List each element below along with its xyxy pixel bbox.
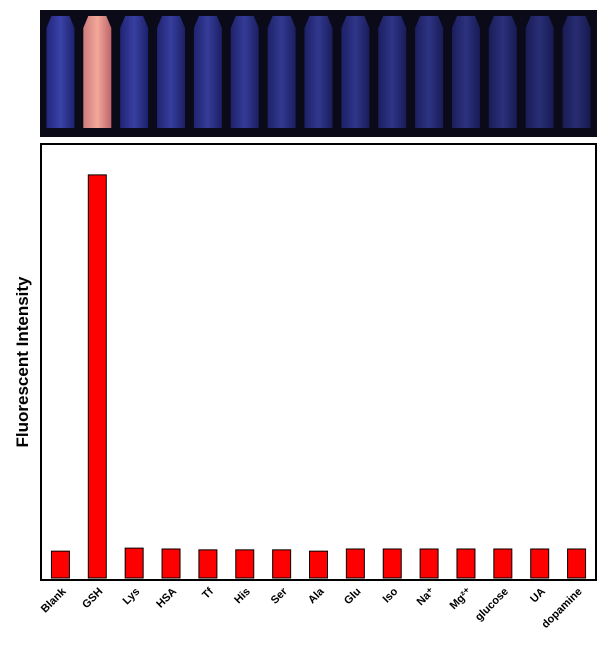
- x-tick-label: Lys: [121, 586, 143, 608]
- x-tick-label: Ala: [306, 585, 327, 606]
- bar: [567, 548, 587, 579]
- x-tick-label: Mg²⁺: [448, 586, 475, 613]
- tube: [230, 16, 259, 128]
- tube: [341, 16, 370, 128]
- tube: [488, 16, 517, 128]
- tube: [83, 16, 112, 128]
- x-tick-label: Glu: [342, 586, 363, 607]
- bar: [456, 548, 476, 579]
- bar: [124, 547, 144, 579]
- tube-photo: [40, 10, 597, 137]
- bar: [309, 550, 328, 579]
- bar: [419, 548, 439, 579]
- y-axis-label: Fluorescent Intensity: [13, 276, 32, 448]
- bar: [493, 548, 513, 579]
- x-tick-label: His: [232, 586, 253, 607]
- tube: [562, 16, 591, 128]
- plot-frame: [40, 143, 597, 581]
- tube: [304, 16, 333, 128]
- tube: [193, 16, 222, 128]
- x-tick-label: glucose: [473, 586, 511, 624]
- x-tick-label: GSH: [80, 586, 105, 611]
- x-tick-label: Blank: [39, 585, 69, 615]
- bar: [345, 548, 365, 579]
- bar: [87, 174, 107, 579]
- tube: [415, 16, 444, 128]
- x-tick-label: Iso: [381, 585, 401, 605]
- tube: [525, 16, 554, 128]
- bar: [235, 549, 255, 579]
- bar: [530, 548, 550, 579]
- bar: [50, 550, 70, 579]
- bar: [272, 549, 292, 579]
- tube: [267, 16, 296, 128]
- tube: [46, 16, 75, 128]
- x-tick-label: Ser: [269, 585, 291, 607]
- bar: [198, 549, 218, 579]
- bar: [382, 548, 402, 579]
- x-tick-label: HSA: [154, 586, 179, 611]
- bar: [161, 548, 181, 579]
- x-tick-label: Tf: [200, 585, 216, 601]
- tube: [378, 16, 407, 128]
- x-tick-label: dopamine: [539, 586, 584, 631]
- x-tick-label: Na⁺: [415, 586, 438, 609]
- tube: [451, 16, 480, 128]
- x-tick-label: UA: [528, 586, 548, 606]
- tube: [157, 16, 186, 128]
- tube: [120, 16, 149, 128]
